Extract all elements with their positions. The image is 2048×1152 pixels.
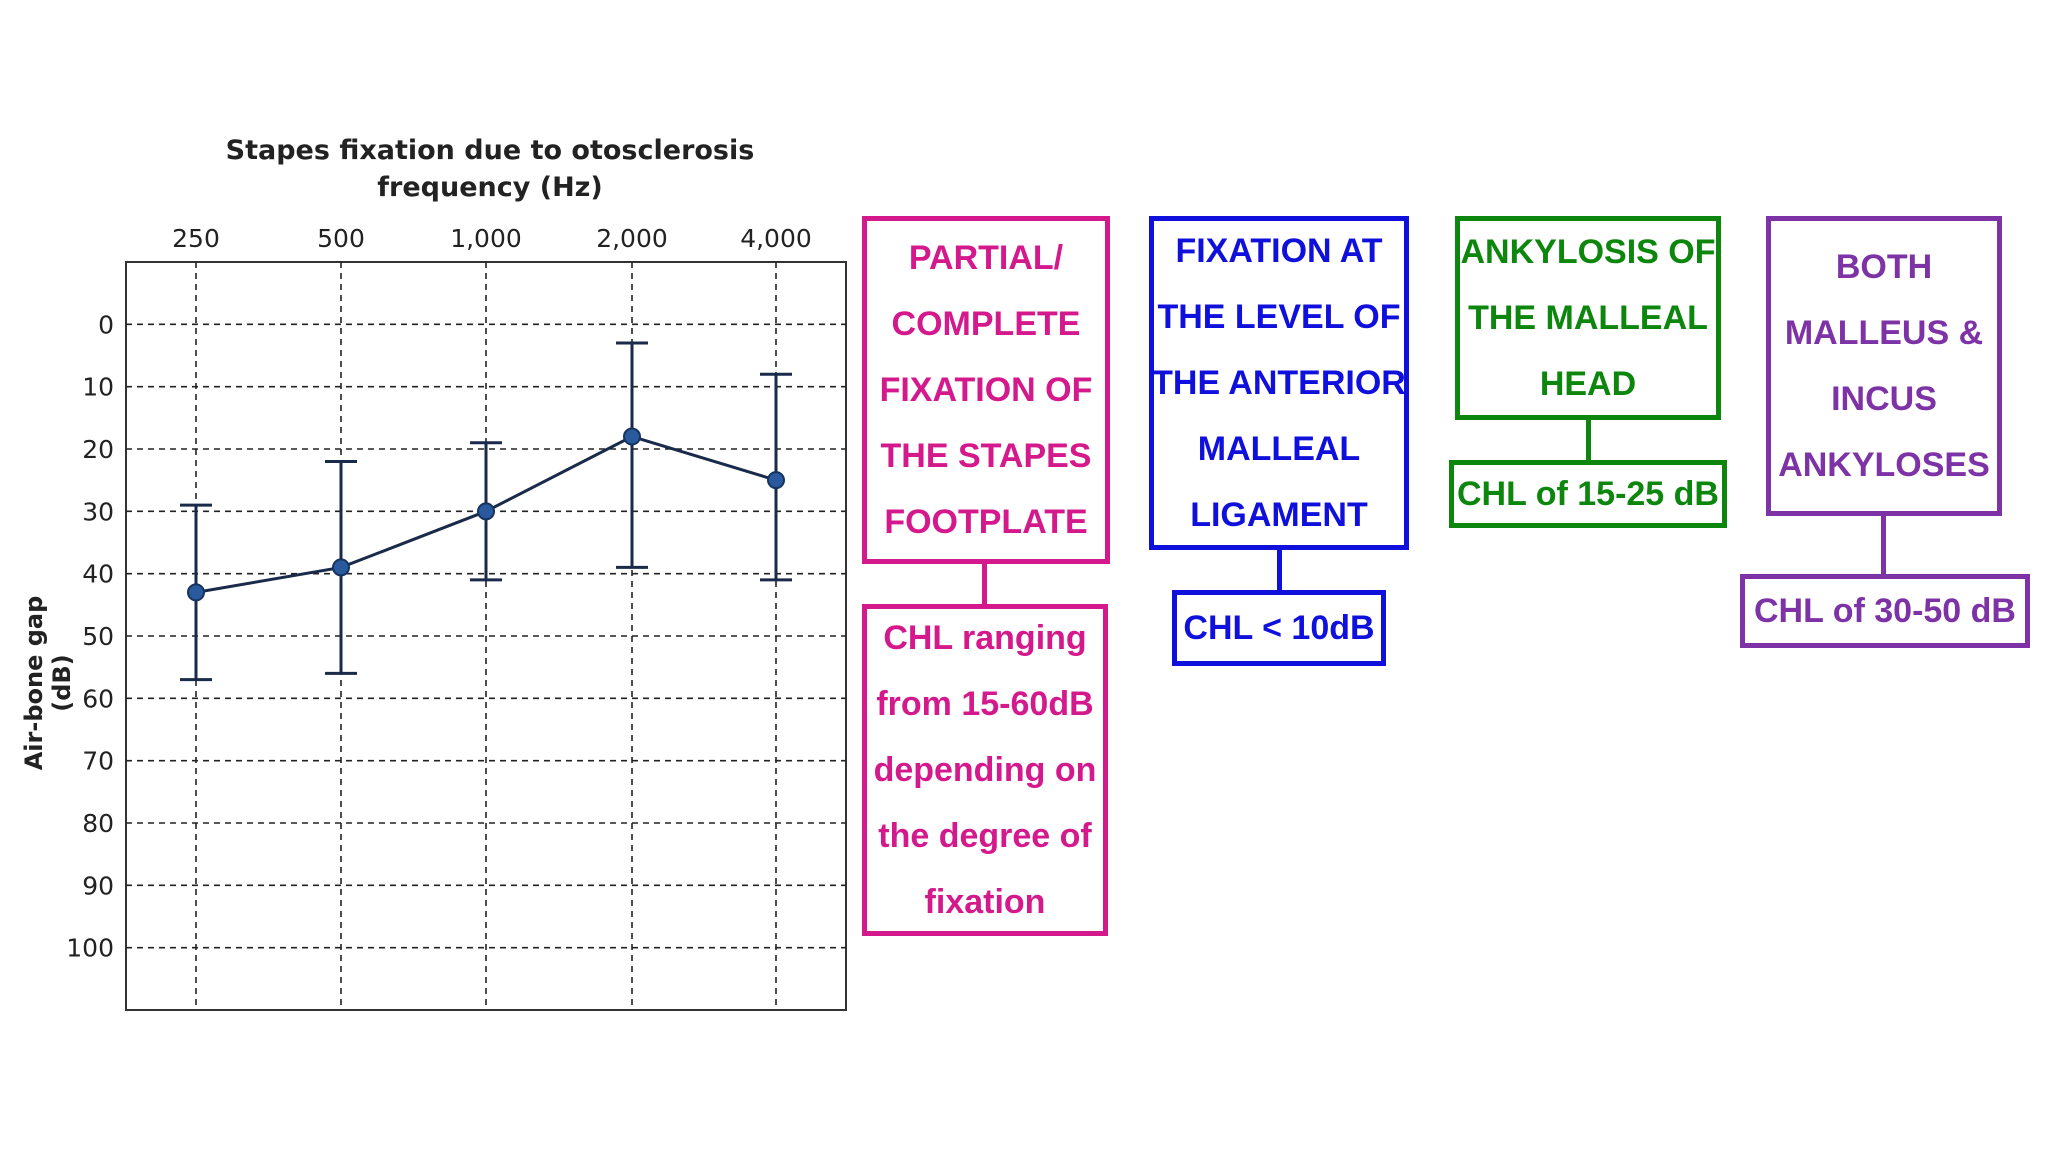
stapes-connector [982,564,987,604]
detail-line: depending on [873,751,1097,789]
data-point [187,583,205,602]
heading-line: BOTH [1835,248,1933,286]
malleus-incus-heading-box: BOTH MALLEUS & INCUS ANKYLOSES [1766,216,2002,516]
detail-line: CHL of 30-50 dB [1754,592,2016,630]
ligament-detail-box: CHL < 10dB [1172,590,1386,666]
y-tick-label: 100 [66,934,114,963]
y-tick-label: 50 [82,622,114,651]
y-tick-label: 70 [82,747,114,776]
detail-line: CHL of 15-25 dB [1457,475,1719,513]
heading-line: FIXATION AT [1175,232,1383,270]
heading-line: HEAD [1539,365,1637,403]
heading-line: PARTIAL/ [908,239,1064,277]
data-point [332,558,350,577]
heading-line: THE STAPES [880,437,1092,475]
x-tick-label: 250 [172,224,220,253]
detail-line: CHL < 10dB [1183,609,1375,647]
malleal-head-heading-box: ANKYLOSIS OF THE MALLEAL HEAD [1455,216,1721,420]
y-tick-label: 90 [82,871,114,900]
x-tick-label: 2,000 [596,224,668,253]
ligament-heading-box: FIXATION AT THE LEVEL OF THE ANTERIOR MA… [1149,216,1409,550]
stapes-detail-box: CHL ranging from 15-60dB depending on th… [862,604,1108,936]
data-point [623,427,641,446]
y-tick-label: 0 [98,310,114,339]
x-tick-label: 4,000 [740,224,812,253]
malleus-incus-detail-box: CHL of 30-50 dB [1740,574,2030,648]
heading-line: THE LEVEL OF [1157,298,1401,336]
data-point [477,502,495,521]
audiogram-chart: 0 10 20 30 40 50 60 70 80 90 100 250 500 1,000 2,000 4,… [66,224,847,1011]
heading-line: FIXATION OF [879,371,1093,409]
malleal-head-detail-box: CHL of 15-25 dB [1449,460,1727,528]
x-axis-label: frequency (Hz) [377,172,603,203]
detail-line: from 15-60dB [876,685,1094,723]
y-tick-label: 30 [82,497,114,526]
heading-line: FOOTPLATE [884,503,1088,541]
y-tick-label: 60 [82,684,114,713]
stapes-heading-box: PARTIAL/ COMPLETE FIXATION OF THE STAPES… [862,216,1110,564]
chart-title: Stapes fixation due to otosclerosis freq… [180,132,800,206]
heading-line: INCUS [1831,380,1937,418]
heading-line: ANKYLOSIS OF [1460,233,1716,271]
chart-title-text: Stapes fixation due to otosclerosis [225,135,755,166]
heading-line: MALLEUS & [1784,314,1984,352]
y-tick-label: 10 [82,373,114,402]
x-tick-label: 500 [317,224,365,253]
heading-line: ANKYLOSES [1778,446,1990,484]
y-tick-label: 80 [82,809,114,838]
heading-line: LIGAMENT [1190,496,1368,534]
detail-line: the degree of [878,817,1092,855]
y-tick-label: 20 [82,435,114,464]
detail-line: fixation [924,883,1046,921]
malleal-head-connector [1586,420,1591,460]
heading-line: COMPLETE [891,305,1081,343]
heading-line: MALLEAL [1197,430,1361,468]
heading-line: THE MALLEAL [1468,299,1708,337]
heading-line: THE ANTERIOR [1152,364,1406,402]
x-tick-label: 1,000 [450,224,522,253]
malleus-incus-connector [1881,516,1886,574]
detail-line: CHL ranging [883,619,1087,657]
data-point [767,471,785,490]
y-tick-label: 40 [82,560,114,589]
ligament-connector [1277,550,1282,590]
